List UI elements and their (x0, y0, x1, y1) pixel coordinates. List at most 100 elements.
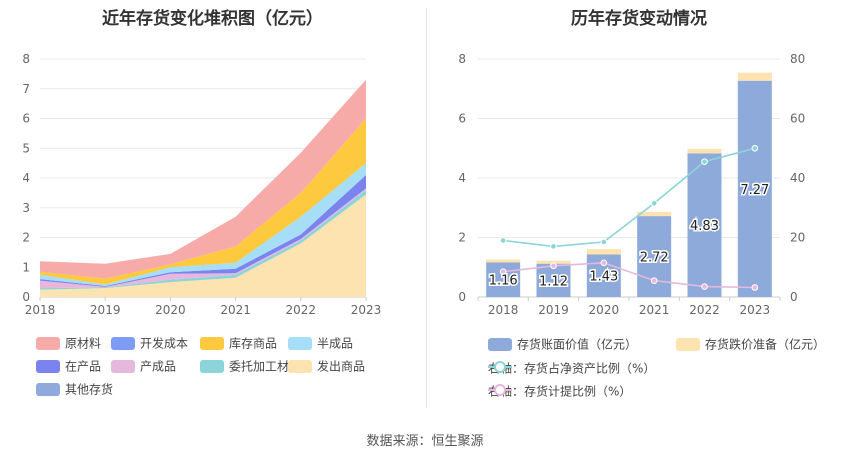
left-chart-panel: 近年存货变化堆积图（亿元） 0 1 2 3 4 5 6 7 8 2018 2019 2020 2021 2… (0, 0, 425, 420)
legend-label: 原材料 (65, 336, 102, 351)
bar-impairment-reserve (737, 72, 772, 81)
legend-label: 存货账面价值（亿元） (517, 337, 638, 352)
y-right-tick-label: 80 (790, 52, 805, 66)
bar-book-value (687, 153, 722, 297)
legend-swatch (36, 337, 60, 350)
legend-item[interactable]: 半成品 (288, 335, 353, 351)
area-series (40, 194, 366, 297)
legend-label: 委托加工材料 (229, 359, 302, 374)
y-left-tick-label: 0 (458, 290, 466, 304)
legend-label: 开发成本 (140, 336, 189, 351)
line-point (751, 144, 759, 152)
legend-swatch (200, 360, 224, 373)
x-tick-label: 2023 (351, 303, 382, 317)
legend-item[interactable]: 右轴：存货计提比例（%） (488, 383, 631, 399)
x-tick-label: 2023 (740, 303, 771, 317)
y-tick-label: 6 (22, 112, 30, 126)
bar-value-label: 1.43 (589, 270, 618, 285)
line-point (701, 158, 708, 165)
area-series (40, 163, 366, 286)
legend-swatch (488, 338, 512, 351)
left-chart-title: 近年存货变化堆积图（亿元） (102, 9, 323, 29)
legend-line-marker (488, 361, 512, 373)
legend-item[interactable]: 在产品 (36, 358, 101, 374)
x-tick-label: 2021 (220, 303, 251, 317)
bar-value-label: 4.83 (690, 219, 719, 234)
y-left-tick-label: 8 (458, 52, 466, 66)
x-tick-label: 2020 (155, 303, 186, 317)
line-point (550, 243, 557, 250)
x-tick-label: 2022 (286, 303, 317, 317)
legend-swatch (36, 383, 60, 396)
legend-item[interactable]: 库存商品 (200, 335, 277, 351)
legend-item[interactable]: 原材料 (36, 335, 101, 351)
line-point (499, 237, 507, 244)
bar-value-label: 7.27 (740, 183, 769, 198)
legend-item[interactable]: 其他存货 (36, 381, 113, 397)
y-tick-label: 2 (22, 231, 30, 245)
legend-label: 其他存货 (65, 382, 114, 397)
legend-label: 发出商品 (317, 359, 366, 374)
y-left-tick-label: 6 (458, 112, 466, 126)
bar-impairment-reserve (637, 211, 672, 217)
legend-label: 存货跌价准备（亿元） (705, 337, 826, 352)
y-tick-label: 0 (22, 290, 30, 304)
left-stacked-area-chart: 0 1 2 3 4 5 6 7 8 2018 2019 2020 2021 2022 2023 (22, 52, 382, 317)
legend-item[interactable]: 发出商品 (288, 358, 365, 374)
bar-impairment-reserve (486, 259, 521, 263)
y-right-tick-label: 0 (790, 290, 798, 304)
bar-value-label: 1.12 (539, 274, 568, 289)
y-tick-label: 7 (22, 82, 30, 96)
legend-swatch (111, 337, 135, 350)
x-tick-label: 2019 (90, 303, 121, 317)
legend-item[interactable]: 右轴：存货占净资产比例（%） (488, 360, 655, 376)
legend-item[interactable]: 委托加工材料 (200, 358, 301, 374)
bar-impairment-reserve (536, 260, 571, 264)
legend-label: 库存商品 (229, 336, 278, 351)
y-right-tick-label: 40 (790, 171, 805, 185)
x-tick-label: 2019 (538, 303, 569, 317)
bar-book-value (737, 80, 772, 297)
legend-item[interactable]: 产成品 (111, 358, 176, 374)
data-source-note: 数据来源：恒生聚源 (366, 434, 484, 449)
line-point (600, 259, 608, 267)
y-left-tick-label: 2 (458, 231, 466, 245)
legend-label: 在产品 (65, 359, 102, 374)
legend-label: 右轴：存货计提比例（%） (488, 384, 632, 399)
x-tick-label: 2018 (488, 303, 519, 317)
legend-swatch (36, 360, 60, 373)
legend-label: 半成品 (317, 336, 354, 351)
line-point (650, 199, 658, 207)
right-chart-panel: 历年存货变动情况 0 2 4 6 8 0 20 40 60 80 1.16 1.12 1.43 2.72 4… (428, 0, 850, 420)
bar-value-label: 2.72 (640, 251, 669, 266)
legend-swatch (288, 337, 312, 350)
x-tick-label: 2022 (689, 303, 720, 317)
y-tick-label: 3 (22, 201, 30, 215)
line-point (600, 238, 608, 246)
y-tick-label: 4 (22, 171, 30, 185)
y-right-tick-label: 20 (790, 231, 805, 245)
line-point (701, 283, 708, 290)
line-point (550, 262, 557, 270)
legend-item[interactable]: 存货跌价准备（亿元） (676, 336, 825, 352)
area-series (40, 118, 366, 285)
line-point (751, 284, 759, 291)
y-tick-label: 8 (22, 52, 30, 66)
line-series (503, 147, 756, 248)
legend-item[interactable]: 存货账面价值（亿元） (488, 336, 637, 352)
x-tick-label: 2020 (589, 303, 620, 317)
legend-label: 产成品 (140, 359, 177, 374)
x-tick-label: 2018 (25, 303, 56, 317)
legend-item[interactable]: 开发成本 (111, 335, 188, 351)
legend-line-marker (488, 384, 512, 396)
y-tick-label: 5 (22, 141, 30, 155)
legend-label: 右轴：存货占净资产比例（%） (488, 361, 656, 376)
line-point (650, 277, 658, 284)
panel-divider (426, 8, 427, 408)
bar-impairment-reserve (687, 148, 722, 154)
legend-swatch (111, 360, 135, 373)
y-left-tick-label: 4 (458, 171, 466, 185)
bar-book-value (486, 262, 521, 297)
x-tick-label: 2021 (639, 303, 670, 317)
